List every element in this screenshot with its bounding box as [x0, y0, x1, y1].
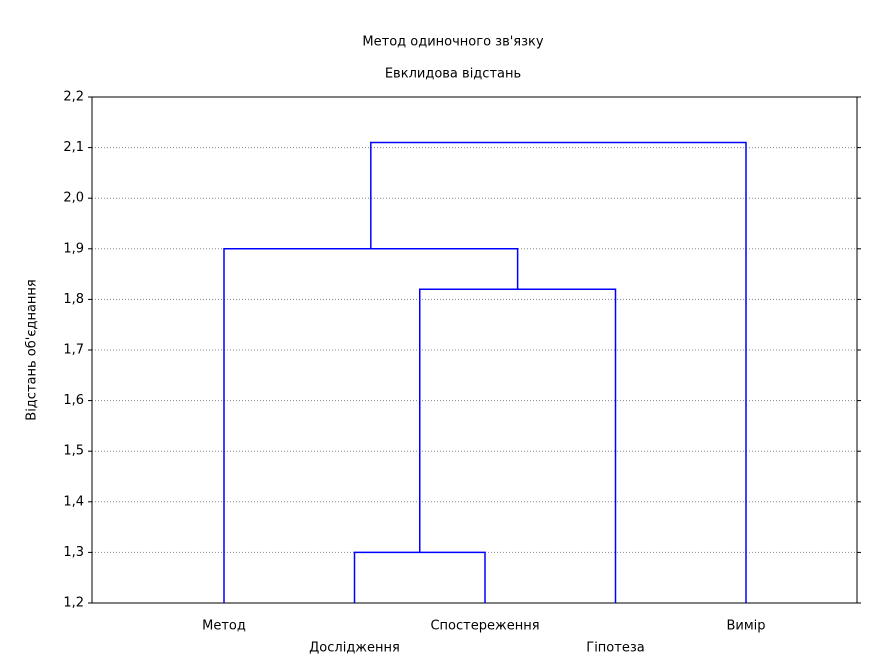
y-tick-label: 1,3 — [63, 545, 84, 560]
y-tick-label: 1,4 — [63, 494, 84, 509]
y-tick-label: 2,2 — [63, 90, 84, 105]
y-tick-label: 1,7 — [63, 343, 84, 358]
y-axis-title: Відстань об'єднання — [25, 279, 40, 420]
y-tick-label: 2,1 — [63, 140, 84, 155]
y-tick-label: 1,9 — [63, 241, 84, 256]
plot-frame — [91, 96, 858, 604]
y-tick-label: 1,8 — [63, 292, 84, 307]
y-tick-label: 1,5 — [63, 444, 84, 459]
y-tick-label: 2,0 — [63, 191, 84, 206]
leaf-label: Спостереження — [430, 619, 539, 634]
leaf-label: Дослідження — [309, 641, 400, 656]
chart-title: Метод одиночного зв'язку — [362, 35, 543, 50]
y-tick-label: 1,2 — [63, 596, 84, 611]
chart-subtitle: Евклидова відстань — [385, 67, 521, 82]
dendrogram-link — [370, 141, 747, 603]
leaf-label: Гіпотеза — [586, 641, 644, 656]
y-tick-label: 1,6 — [63, 393, 84, 408]
leaf-label: Метод — [202, 619, 246, 634]
leaf-label: Вимір — [726, 619, 765, 634]
